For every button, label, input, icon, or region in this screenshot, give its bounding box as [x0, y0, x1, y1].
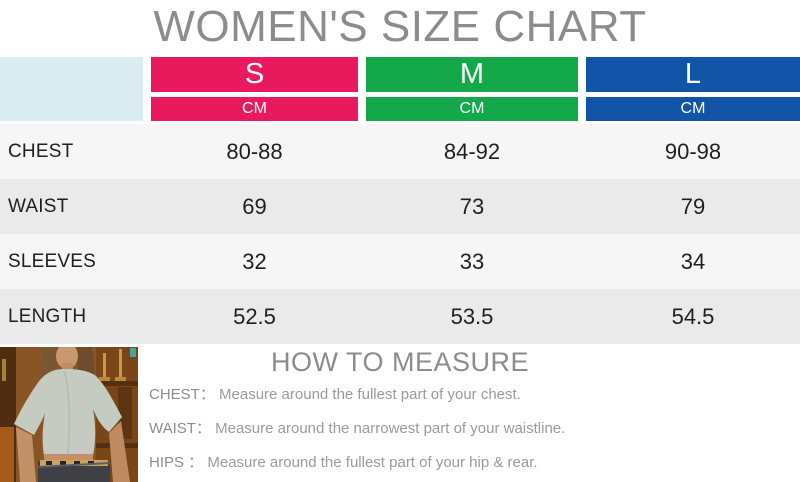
size-header-s: S: [151, 57, 358, 92]
cell-value: 69: [242, 193, 267, 219]
measure-label: WAIST：: [149, 420, 211, 437]
cell-value: 84-92: [443, 138, 501, 164]
cell-value: 52.5: [233, 303, 276, 329]
table-row-length: LENGTH 52.5 53.5 54.5: [0, 289, 800, 344]
measure-label: CHEST：: [149, 386, 215, 403]
row-label: WAIST: [8, 195, 69, 217]
measure-text: Measure around the fullest part of your …: [207, 454, 538, 471]
cell-value: 54.5: [671, 303, 715, 329]
row-label: LENGTH: [8, 305, 87, 327]
measure-item-chest: CHEST： Measure around the fullest part o…: [149, 383, 521, 404]
size-table-header: S CM M CM L CM: [0, 57, 800, 121]
size-column-m: M CM: [366, 57, 578, 121]
measure-text: Measure around the fullest part of your …: [219, 386, 521, 403]
size-column-s: S CM: [151, 57, 358, 121]
cell-value: 33: [459, 248, 485, 274]
size-header-l: L: [586, 57, 800, 92]
cell-value: 73: [459, 193, 485, 219]
cell-value: 32: [242, 248, 267, 274]
size-column-l: L CM: [586, 57, 800, 121]
cell-value: 53.5: [450, 303, 494, 329]
unit-header-l: CM: [586, 97, 800, 121]
how-to-measure-heading: HOW TO MEASURE: [270, 347, 530, 377]
table-row-chest: CHEST 80-88 84-92 90-98: [0, 124, 800, 179]
page-title: WOMEN'S SIZE CHART: [153, 2, 647, 51]
table-corner-cell: [0, 57, 143, 121]
table-row-waist: WAIST 69 73 79: [0, 179, 800, 234]
measure-label: HIPS ：: [149, 454, 204, 471]
cell-value: 90-98: [664, 138, 722, 164]
model-photo: [0, 347, 138, 482]
measure-item-waist: WAIST： Measure around the narrowest part…: [149, 417, 565, 438]
table-row-sleeves: SLEEVES 32 33 34: [0, 234, 800, 289]
size-header-m: M: [366, 57, 578, 92]
measure-text: Measure around the narrowest part of you…: [215, 420, 566, 437]
row-label: SLEEVES: [8, 250, 97, 272]
measure-item-hips: HIPS ： Measure around the fullest part o…: [149, 451, 538, 472]
unit-header-m: CM: [366, 97, 578, 121]
cell-value: 34: [680, 248, 706, 274]
cell-value: 80-88: [226, 138, 283, 164]
row-label: CHEST: [8, 140, 74, 162]
unit-header-s: CM: [151, 97, 358, 121]
cell-value: 79: [680, 193, 706, 219]
